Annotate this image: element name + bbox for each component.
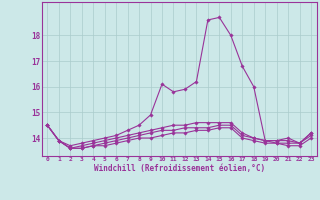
X-axis label: Windchill (Refroidissement éolien,°C): Windchill (Refroidissement éolien,°C) [94,164,265,173]
